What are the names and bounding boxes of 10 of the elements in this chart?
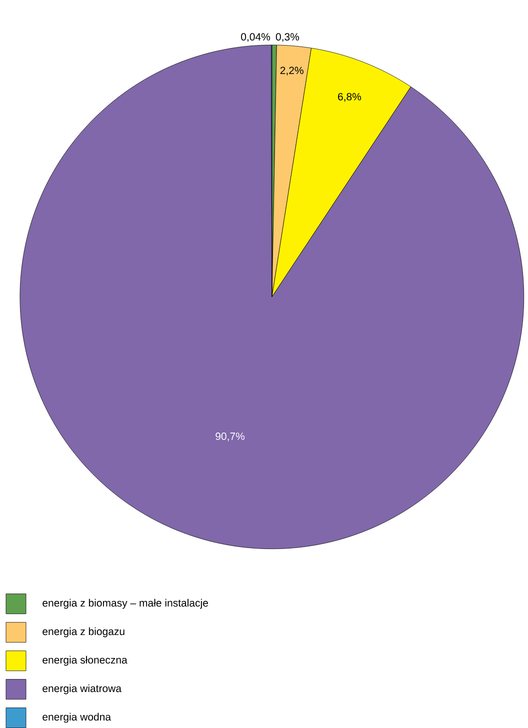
data-label: 90,7% [216,432,245,442]
legend-label: energia z biomasy – małe instalacje [42,598,208,609]
legend-label: energia słoneczna [42,656,128,666]
legend-label: energia z biogazu [42,627,124,638]
data-label: 6,8% [338,92,362,102]
data-label: 0,3% [276,33,300,42]
data-label: 2,2% [280,66,304,76]
legend-label: energia wodna [42,712,112,723]
data-label: 0,04% [241,33,270,42]
legend-label: energia wiatrowa [42,684,122,694]
